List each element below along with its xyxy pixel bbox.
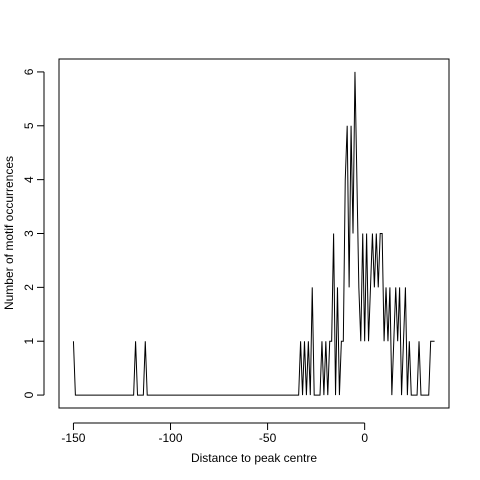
y-tick-label: 3 — [22, 230, 36, 237]
y-tick-label: 2 — [22, 284, 36, 291]
y-tick-label: 5 — [22, 122, 36, 129]
x-axis-label: Distance to peak centre — [191, 451, 317, 465]
x-tick-label: 0 — [361, 431, 368, 445]
x-tick-label: -50 — [259, 431, 277, 445]
y-tick-label: 0 — [22, 391, 36, 398]
y-tick-label: 4 — [22, 176, 36, 183]
x-tick-label: -100 — [159, 431, 183, 445]
y-axis-label: Number of motif occurrences — [2, 156, 16, 310]
y-tick-label: 1 — [22, 338, 36, 345]
data-line — [72, 71, 435, 396]
x-tick-label: -150 — [61, 431, 85, 445]
plot-box — [58, 58, 450, 409]
y-tick-label: 6 — [22, 68, 36, 75]
